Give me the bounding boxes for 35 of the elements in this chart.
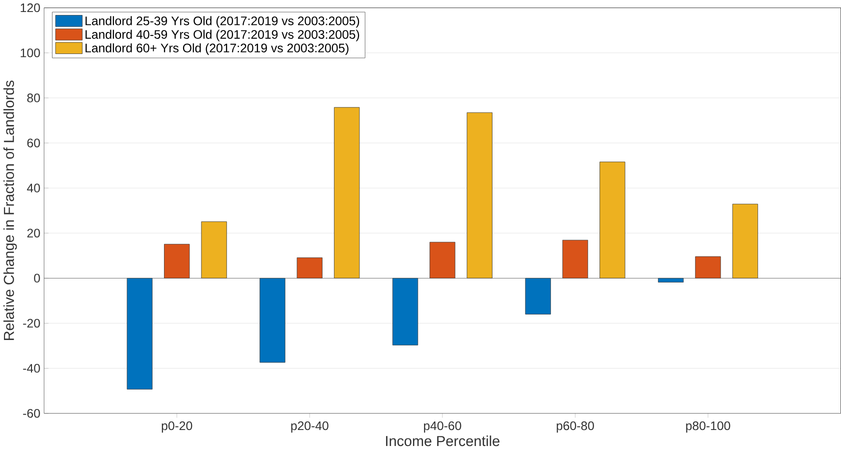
- y-tick-label: 100: [20, 48, 40, 58]
- bar: [600, 162, 626, 279]
- y-tick-label: 80: [27, 94, 40, 103]
- y-axis-title: Relative Change in Fraction of Landlords: [3, 80, 17, 340]
- bar: [466, 112, 492, 279]
- y-tick-label: -60: [23, 409, 40, 418]
- bar: [562, 240, 588, 279]
- bar: [126, 278, 152, 390]
- bar: [695, 256, 721, 279]
- bar: [201, 222, 227, 279]
- x-axis-title: Income Percentile: [386, 436, 500, 446]
- legend-label: Landlord 25-39 Yrs Old (2017:2019 vs 2003:2005): [86, 16, 360, 28]
- bar: [296, 258, 322, 279]
- bar: [732, 204, 758, 279]
- y-tick-label: 0: [34, 274, 40, 283]
- y-tick-label: 60: [27, 138, 40, 148]
- x-tick-label: p80-100: [686, 422, 730, 433]
- bar: [430, 242, 456, 279]
- bar: [525, 278, 551, 315]
- bar: [392, 278, 418, 346]
- bar: [658, 278, 684, 283]
- y-tick-label: 40: [26, 184, 40, 193]
- x-tick-label: p60-80: [556, 422, 594, 433]
- y-tick-label: 20: [27, 228, 40, 238]
- legend-label: Landlord 40-59 Yrs Old (2017:2019 vs 2003:2005): [86, 30, 360, 42]
- x-tick-label: p0-20: [162, 422, 192, 433]
- x-tick-label: p20-40: [291, 422, 328, 433]
- y-tick-label: -40: [23, 364, 40, 373]
- legend-label: Landlord 60+ Yrs Old (2017:2019 vs 2003:2005): [86, 44, 348, 56]
- y-tick-label: 120: [20, 4, 40, 12]
- bar: [334, 107, 360, 279]
- x-tick-label: p40-60: [424, 422, 462, 433]
- y-tick-label: -20: [23, 319, 40, 328]
- bar: [260, 278, 286, 363]
- bar: [164, 244, 190, 279]
